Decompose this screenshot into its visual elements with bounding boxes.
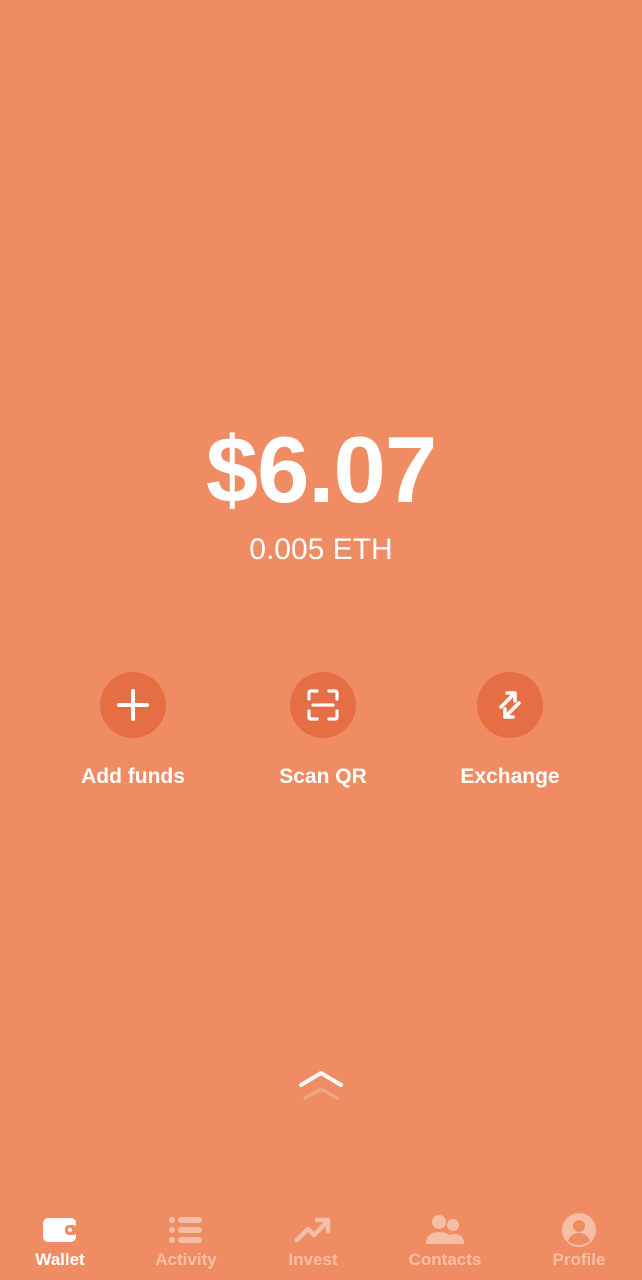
list-icon: [169, 1217, 202, 1243]
nav-contacts-label: Contacts: [408, 1250, 482, 1269]
nav-activity[interactable]: Activity: [122, 1200, 250, 1280]
bottom-nav: Wallet Activity Invest: [0, 1200, 642, 1280]
quick-actions: Add funds Scan QR Exchange: [0, 672, 642, 812]
exchange-button[interactable]: Exchange: [420, 672, 600, 790]
exchange-circle[interactable]: [477, 672, 543, 738]
add-funds-circle[interactable]: [100, 672, 166, 738]
scan-qr-button[interactable]: Scan QR: [233, 672, 413, 790]
nav-wallet[interactable]: Wallet: [0, 1200, 124, 1280]
contacts-icon: [426, 1215, 464, 1244]
nav-profile[interactable]: Profile: [515, 1200, 642, 1280]
trending-up-icon: [294, 1217, 331, 1243]
profile-icon: [562, 1213, 596, 1247]
nav-profile-label: Profile: [552, 1250, 606, 1269]
scan-qr-label: Scan QR: [279, 765, 367, 788]
nav-contacts[interactable]: Contacts: [381, 1200, 509, 1280]
plus-icon: [117, 689, 149, 721]
qr-scan-icon: [307, 689, 339, 721]
nav-activity-label: Activity: [155, 1250, 217, 1269]
chevron-up-icon: [299, 1071, 343, 1100]
nav-invest[interactable]: Invest: [249, 1200, 377, 1280]
wallet-icon: [43, 1218, 77, 1242]
balance-fiat-amount: $6.07: [205, 417, 437, 522]
balance-crypto-amount: 0.005 ETH: [249, 533, 393, 566]
nav-wallet-label: Wallet: [35, 1250, 85, 1269]
nav-invest-label: Invest: [288, 1250, 338, 1269]
exchange-label: Exchange: [460, 765, 560, 788]
add-funds-button[interactable]: Add funds: [43, 672, 223, 790]
add-funds-label: Add funds: [81, 765, 185, 788]
scan-qr-circle[interactable]: [290, 672, 356, 738]
balance-section: $6.07 0.005 ETH: [0, 420, 642, 568]
exchange-arrows-icon: [499, 691, 521, 719]
swipe-up-handle[interactable]: [296, 1066, 346, 1106]
